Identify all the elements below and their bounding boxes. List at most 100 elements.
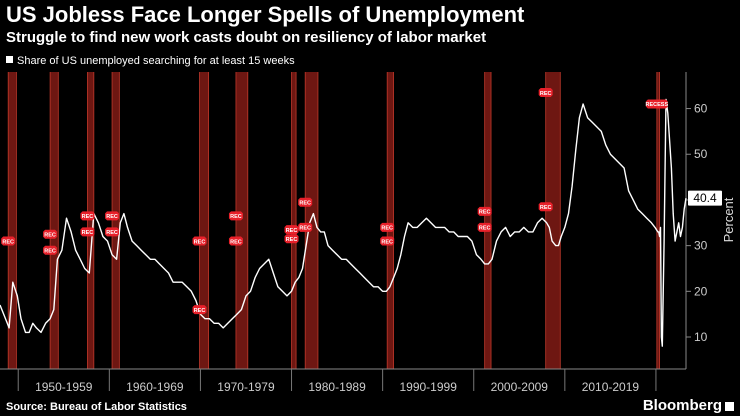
series-line [0, 98, 687, 347]
recession-label: REC [105, 211, 120, 221]
recession-band [87, 72, 94, 369]
y-tick-label: 30 [694, 239, 708, 253]
recession-label-text: REC [479, 226, 491, 232]
decade-label: 1950-1959 [35, 380, 93, 394]
decade-label: 1960-1969 [126, 380, 184, 394]
recession-label-text: REC [540, 91, 552, 97]
recession-label-text: REC [299, 226, 311, 232]
recession-band [545, 72, 561, 369]
recession-label-text: REC [106, 230, 118, 236]
brand-logo: Bloomberg [642, 397, 722, 414]
recession-label-shape [380, 236, 395, 246]
recession-label-text: REC [230, 214, 242, 220]
recession-label: REC [192, 305, 207, 315]
legend-label: Share of US unemployed searching for at … [17, 55, 295, 67]
recession-label-text: REC [194, 308, 206, 314]
recession-label-shape [298, 197, 313, 207]
recession-label-text: REC [44, 232, 56, 238]
last-value-label: 40.4 [693, 191, 717, 205]
recession-band [8, 72, 17, 369]
recession-label: REC [80, 227, 95, 237]
legend-swatch [6, 56, 13, 63]
recession-label-text: REC [2, 239, 14, 245]
recession-band [291, 72, 297, 369]
recession-label: REC [192, 236, 207, 246]
recession-label-shape [298, 222, 313, 232]
recession-label-shape [192, 236, 207, 246]
last-value-marker: 40.4 [688, 190, 722, 206]
recession-label: REC [43, 245, 58, 255]
recession-label-shape [538, 88, 553, 98]
recession-label-shape [477, 206, 492, 216]
y-tick-label: 50 [694, 147, 708, 161]
decade-label: 2000-2009 [491, 380, 549, 394]
recession-label-shape [228, 236, 243, 246]
recession-label-text: REC [286, 237, 298, 243]
recession-label: REC [538, 202, 553, 212]
recession-label: REC [477, 222, 492, 232]
legend: Share of US unemployed searching for at … [6, 55, 295, 67]
recession-label-text: REC [540, 205, 552, 211]
recession-label-shape [645, 99, 668, 109]
recession-label-shape [228, 211, 243, 221]
recession-label-text: REC [299, 200, 311, 206]
recession-label: REC [477, 206, 492, 216]
source-note: Source: Bureau of Labor Statistics [6, 401, 187, 413]
recession-label-text: REC [82, 214, 94, 220]
recession-label: REC [538, 88, 553, 98]
recession-label: REC [228, 211, 243, 221]
recession-band [484, 72, 492, 369]
recession-label-shape [538, 202, 553, 212]
recession-label: REC [380, 222, 395, 232]
recession-label-shape [1, 236, 16, 246]
recession-label-text: REC [479, 210, 491, 216]
y-tick-label: 60 [694, 102, 708, 116]
recession-label-shape [43, 245, 58, 255]
recession-label: REC [298, 222, 313, 232]
recession-label: REC [284, 234, 299, 244]
recession-label-shape [80, 211, 95, 221]
recession-band [305, 72, 318, 369]
recession-label-shape [80, 227, 95, 237]
recession-label-text: REC [82, 230, 94, 236]
recession-label-text: REC [286, 228, 298, 234]
recession-label: REC [105, 227, 120, 237]
x-axis-decades: 1950-1959 1960-1969 1970-1979 1980-1989 1990… [17, 369, 657, 394]
recession-label: REC [80, 211, 95, 221]
recession-label-shape [192, 305, 207, 315]
chart-title: US Jobless Face Longer Spells of Unemplo… [6, 2, 525, 27]
recession-label-text: REC [44, 248, 56, 254]
recession-label-text: REC [194, 239, 206, 245]
chart-subtitle: Struggle to find new work casts doubt on… [6, 29, 487, 46]
decade-label: 1970-1979 [217, 380, 275, 394]
y-tick-label: 20 [694, 284, 708, 298]
recession-label-shape [380, 222, 395, 232]
recession-label: REC [380, 236, 395, 246]
recession-label-shape [284, 225, 299, 235]
axes [0, 72, 687, 370]
recession-labels: RECRECRECRECRECRECRECRECRECRECRECRECRECR… [1, 88, 669, 315]
recession-band [656, 72, 660, 369]
recession-band [199, 72, 209, 369]
recession-label-text: REC [381, 226, 393, 232]
recession-label-text: REC [106, 214, 118, 220]
brand-icon [725, 402, 734, 411]
y-axis-title: Percent [721, 197, 736, 242]
recession-label-shape [105, 227, 120, 237]
recession-label: REC [284, 225, 299, 235]
recession-label-shape [43, 229, 58, 239]
recession-label-shape [477, 222, 492, 232]
recession-bands [7, 72, 660, 369]
recession-label-text: RECESS [646, 102, 669, 108]
recession-band [112, 72, 120, 369]
recession-label-shape [105, 211, 120, 221]
recession-label-shape [284, 234, 299, 244]
recession-label: REC [298, 197, 313, 207]
recession-band [235, 72, 248, 369]
decade-label: 1990-1999 [399, 380, 457, 394]
recession-label-text: REC [230, 239, 242, 245]
recession-label-text: REC [381, 239, 393, 245]
recession-label: REC [228, 236, 243, 246]
recession-band [387, 72, 394, 369]
